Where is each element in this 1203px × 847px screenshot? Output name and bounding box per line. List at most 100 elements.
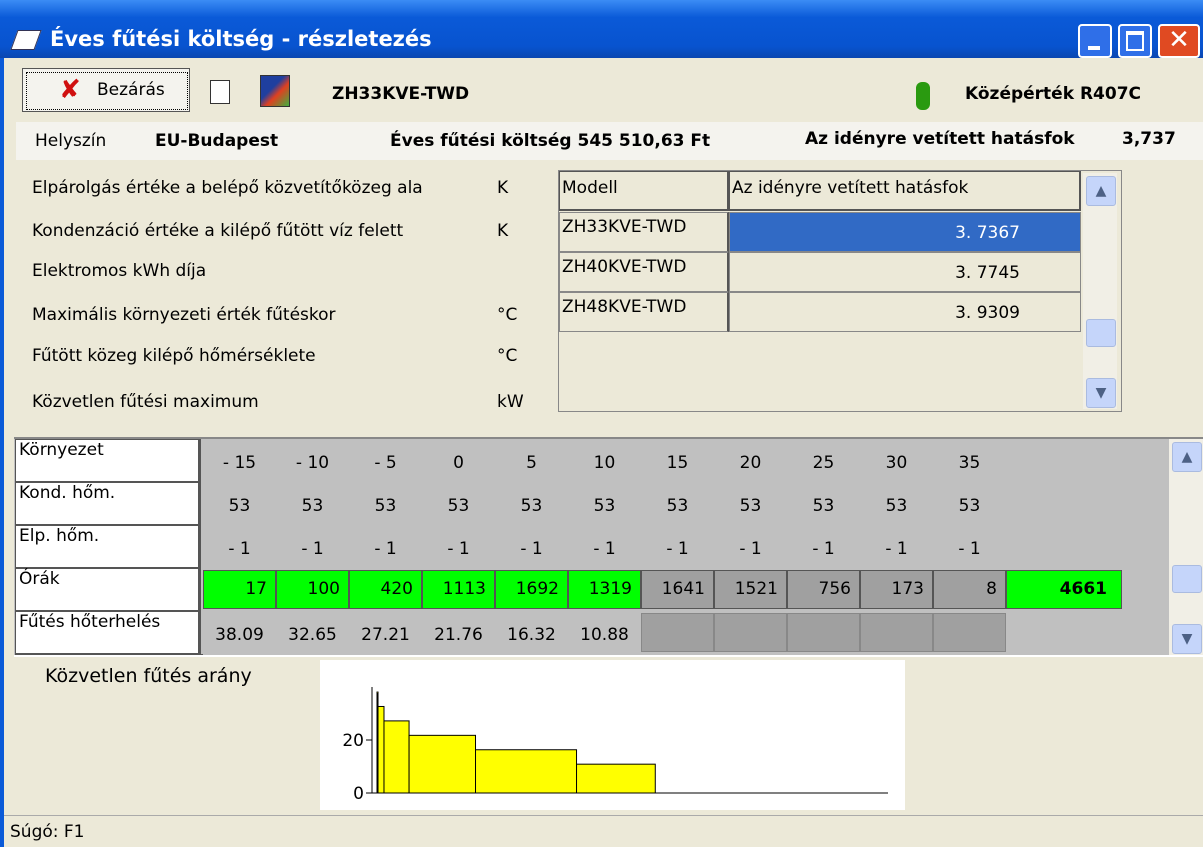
model-efficiency: 3. 9309 (729, 292, 1081, 332)
param-label: Elpárolgás értéke a belépő közvetítőköze… (32, 178, 423, 198)
grid-cell: 53 (641, 484, 714, 523)
scroll-thumb[interactable] (1086, 319, 1116, 347)
row-label: Órák (15, 568, 201, 611)
param-unit: °C (497, 305, 518, 325)
scroll-up[interactable]: ▲ (1172, 442, 1202, 472)
grid-cell: 0 (422, 441, 495, 480)
grid-cell: - 15 (203, 441, 276, 480)
grid-cell: 53 (933, 484, 1006, 523)
chart-icon[interactable] (260, 75, 290, 107)
status-text: Súgó: F1 (10, 822, 85, 842)
param-unit: kW (497, 392, 524, 412)
row-label: Elp. hőm. (15, 525, 201, 568)
param-unit: K (497, 178, 509, 198)
grid-cell: 1641 (641, 570, 714, 609)
model-table: Modell Az idényre vetített hatásfok ZH33KV… (558, 170, 1122, 412)
minimize-button[interactable] (1078, 24, 1112, 58)
scroll-thumb[interactable] (1172, 565, 1202, 593)
grid-cell: - 1 (787, 527, 860, 566)
chart: 0 20 (320, 660, 905, 810)
y-tick-label: 20 (342, 731, 364, 751)
chart-title: Közvetlen fűtés arány (45, 665, 252, 687)
grid-cell: 1319 (568, 570, 641, 609)
summary-row (16, 122, 1203, 160)
y-tick-label: 0 (353, 784, 364, 804)
model-header: Modell (559, 171, 729, 211)
refrigerant-icon (916, 82, 930, 110)
data-grid: Környezet - 15- 10- 5 0 5 10 15 20 25 30 35 Kond. … (14, 437, 1203, 655)
bar (377, 705, 385, 794)
row-label: Környezet (15, 439, 201, 482)
model-header: Az idényre vetített hatásfok (729, 171, 1081, 211)
grid-cell: 25 (787, 441, 860, 480)
grid-total: 4661 (1006, 570, 1122, 609)
grid-cell: 1113 (422, 570, 495, 609)
grid-cell: 53 (568, 484, 641, 523)
grid-cell: - 1 (276, 527, 349, 566)
close-icon: ✘ (59, 75, 81, 105)
grid-cell: 21.76 (422, 613, 495, 652)
window-frame (0, 58, 4, 847)
grid-cell: 16.32 (495, 613, 568, 652)
param-unit: K (497, 221, 509, 241)
grid-cell: 1521 (714, 570, 787, 609)
model-name: ZH48KVE-TWD (559, 292, 729, 332)
bar (475, 749, 578, 794)
grid-cell: 53 (422, 484, 495, 523)
scrollbar[interactable] (1083, 173, 1117, 409)
close-window-button[interactable]: ✕ (1158, 24, 1200, 58)
scroll-down[interactable]: ▼ (1172, 624, 1202, 654)
scroll-down[interactable]: ▼ (1086, 378, 1116, 408)
grid-cell: 53 (276, 484, 349, 523)
grid-cell: 32.65 (276, 613, 349, 652)
status-bar (4, 815, 1203, 847)
grid-cell: 420 (349, 570, 422, 609)
param-label: Maximális környezeti érték fűtéskor (32, 305, 336, 325)
grid-cell: 53 (714, 484, 787, 523)
efficiency-label: Az idényre vetített hatásfok (805, 129, 1075, 149)
bar (383, 720, 410, 794)
grid-cell: - 1 (860, 527, 933, 566)
param-label: Fűtött közeg kilépő hőmérséklete (32, 346, 316, 366)
location-label: Helyszín (35, 131, 107, 151)
grid-cell: 38.09 (203, 613, 276, 652)
param-unit: °C (497, 346, 518, 366)
close-button[interactable]: ✘ Bezárás (22, 68, 190, 112)
grid-cell-empty (641, 613, 714, 652)
model-name: ZH33KVE-TWD (559, 212, 729, 252)
grid-cell: - 5 (349, 441, 422, 480)
refrigerant: Középérték R407C (965, 84, 1141, 104)
grid-cell: 20 (714, 441, 787, 480)
grid-cell: - 1 (349, 527, 422, 566)
param-label: Közvetlen fűtési maximum (32, 392, 259, 412)
model-name: ZH33KVE-TWD (332, 84, 470, 104)
grid-cell-empty (860, 613, 933, 652)
grid-cell: 27.21 (349, 613, 422, 652)
model-name: ZH40KVE-TWD (559, 252, 729, 292)
close-label: Bezárás (97, 80, 165, 100)
grid-cell: 35 (933, 441, 1006, 480)
row-label: Kond. hőm. (15, 482, 201, 525)
grid-cell: 53 (349, 484, 422, 523)
grid-cell: 53 (203, 484, 276, 523)
grid-cell: - 10 (276, 441, 349, 480)
copy-icon[interactable] (210, 80, 230, 104)
annual-cost: Éves fűtési költség 545 510,63 Ft (390, 131, 711, 151)
bar (408, 734, 477, 794)
scrollbar[interactable] (1169, 439, 1203, 655)
title-bar (0, 0, 1203, 58)
grid-cell: 53 (495, 484, 568, 523)
grid-cell: 100 (276, 570, 349, 609)
grid-cell: - 1 (495, 527, 568, 566)
grid-cell: 5 (495, 441, 568, 480)
maximize-button[interactable] (1118, 24, 1152, 58)
chart-pane (14, 655, 1203, 815)
grid-cell: 756 (787, 570, 860, 609)
scroll-up[interactable]: ▲ (1086, 176, 1116, 206)
grid-cell: - 1 (933, 527, 1006, 566)
grid-cell: 53 (787, 484, 860, 523)
param-label: Elektromos kWh díja (32, 261, 207, 281)
row-label (15, 654, 203, 655)
grid-cell: 1692 (495, 570, 568, 609)
